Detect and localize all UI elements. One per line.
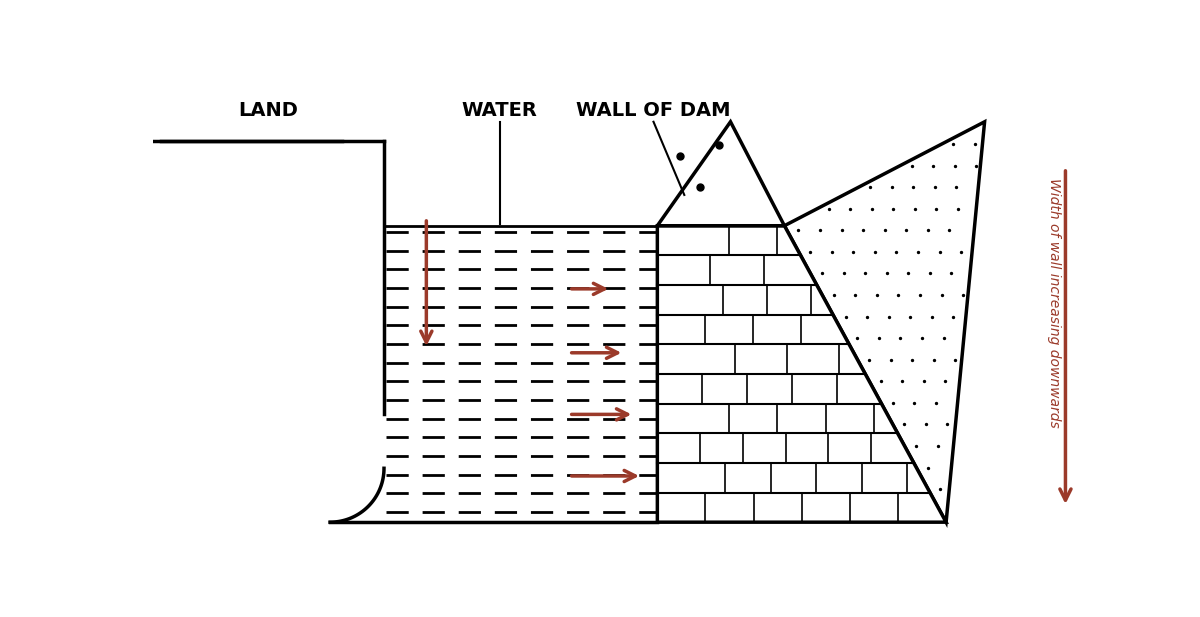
Polygon shape [658,122,785,226]
Text: Pressure increasing
downwards: Pressure increasing downwards [229,228,262,378]
Text: Width of wall increasing downwards: Width of wall increasing downwards [1046,178,1061,428]
Text: WATER: WATER [462,101,538,120]
Polygon shape [154,141,384,522]
Text: LAND: LAND [239,101,299,120]
Text: WALL OF DAM: WALL OF DAM [576,101,731,120]
Polygon shape [658,226,946,522]
Polygon shape [785,122,985,522]
